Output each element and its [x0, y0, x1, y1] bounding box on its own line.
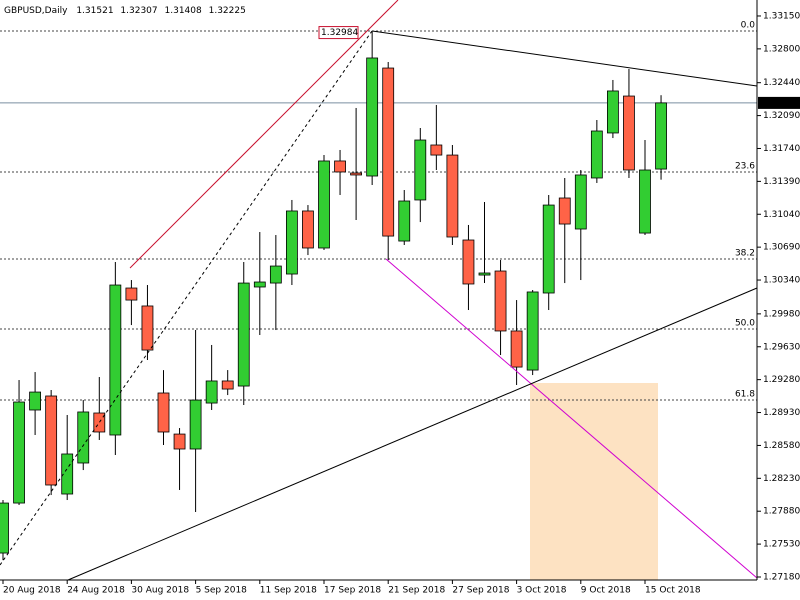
fib-label: 0.0: [741, 21, 756, 31]
candle-body: [607, 90, 619, 134]
high-annotation-box: [318, 26, 359, 40]
price-box: [758, 96, 800, 109]
candle-body: [350, 172, 363, 176]
y-tick-label: 1.32440: [763, 78, 800, 88]
candle-body: [526, 291, 539, 371]
y-tick-label: 1.27180: [763, 572, 800, 582]
fib-label: 23.6: [735, 161, 755, 171]
plot-area: 0.0 23.6 38.2 50.0 61.8: [0, 21, 757, 561]
highlight-zone: [530, 383, 658, 580]
x-tick-label: 9 Oct 2018: [581, 586, 631, 596]
candle-body: [141, 305, 154, 351]
x-tick-label: 21 Sep 2018: [388, 586, 445, 596]
y-tick-label: 1.32090: [763, 111, 800, 121]
x-tick-label: 17 Sep 2018: [324, 586, 381, 596]
candle-body: [45, 395, 58, 486]
x-tick-label: 27 Sep 2018: [452, 586, 509, 596]
candle-body: [623, 95, 635, 171]
y-tick-label: 1.29630: [763, 342, 800, 352]
candle-body: [269, 265, 282, 284]
candle-body: [655, 102, 667, 170]
y-tick-label: 1.28580: [763, 441, 800, 451]
candle-body: [61, 453, 74, 495]
x-tick-label: 3 Oct 2018: [517, 586, 567, 596]
trend-line: [385, 258, 758, 579]
x-tick-label: 20 Aug 2018: [3, 586, 61, 596]
price-box-label: 1.32225: [761, 98, 798, 108]
candle-body: [590, 130, 603, 179]
candle-body: [237, 282, 250, 387]
candle-body: [318, 160, 330, 249]
trend-line: [129, 0, 399, 269]
candle-body: [77, 411, 90, 464]
symbol: GBPUSD,Daily: [4, 6, 68, 16]
fib-label: 38.2: [735, 248, 755, 258]
x-tick-label: 11 Sep 2018: [260, 586, 317, 596]
candle-body: [125, 287, 138, 301]
candle-body: [430, 144, 443, 156]
candle-body: [542, 204, 555, 294]
y-tick-label: 1.33150: [763, 11, 800, 21]
y-tick-label: 1.27530: [763, 540, 800, 550]
y-tick-label: 1.27880: [763, 507, 800, 517]
candle-body: [173, 433, 186, 450]
x-tick-label: 5 Sep 2018: [196, 586, 248, 596]
candle-body: [446, 154, 459, 238]
candle-body: [221, 380, 234, 390]
header-high: 1.32307: [120, 6, 157, 16]
header-open: 1.31521: [76, 6, 113, 16]
candle-body: [189, 399, 202, 450]
candle-body: [366, 57, 379, 177]
candle-body: [494, 270, 507, 332]
x-tick-label: 24 Aug 2018: [67, 586, 125, 596]
x-tick-label: 30 Aug 2018: [131, 586, 189, 596]
trend-line: [371, 30, 758, 87]
header-low: 1.31408: [165, 6, 202, 16]
high-annotation: 1.32984: [321, 28, 358, 38]
y-tick-label: 1.31040: [763, 210, 800, 220]
candle-body: [558, 197, 571, 225]
y-tick-label: 1.29280: [763, 375, 800, 385]
candle-body: [478, 272, 491, 276]
fib-label: 61.8: [735, 390, 755, 400]
header: GBPUSD,Daily 1.31521 1.32307 1.31408 1.3…: [4, 6, 246, 16]
candle-body: [462, 239, 475, 285]
candle-body: [29, 391, 42, 411]
y-tick-label: 1.32800: [763, 44, 800, 54]
candle-body: [382, 67, 395, 237]
candle-body: [414, 139, 427, 201]
candle-body: [0, 502, 9, 554]
y-tick-label: 1.28230: [763, 474, 800, 484]
trend-line: [67, 287, 758, 581]
candle-body: [574, 174, 587, 230]
y-tick-label: 1.31740: [763, 144, 800, 154]
candle-body: [510, 330, 523, 368]
candle-body: [285, 210, 298, 275]
candle-body: [334, 160, 346, 173]
candle-body: [302, 210, 314, 249]
candle-body: [253, 281, 266, 288]
y-tick-label: 1.30690: [763, 243, 800, 253]
candle-body: [398, 200, 411, 242]
candle-body: [205, 380, 218, 404]
y-tick-label: 1.29980: [763, 309, 800, 319]
y-tick-label: 1.31390: [763, 177, 800, 187]
candle-body: [93, 412, 106, 433]
x-tick-label: 15 Oct 2018: [645, 586, 701, 596]
header-close: 1.32225: [209, 6, 246, 16]
fib-base-line: [0, 30, 373, 566]
fib-label: 50.0: [735, 318, 755, 328]
candle-body: [13, 401, 25, 504]
candle-body: [639, 169, 651, 234]
candle-body: [109, 284, 122, 436]
y-tick-label: 1.28930: [763, 408, 800, 418]
y-tick-label: 1.30340: [763, 276, 800, 286]
candle-body: [157, 392, 170, 433]
